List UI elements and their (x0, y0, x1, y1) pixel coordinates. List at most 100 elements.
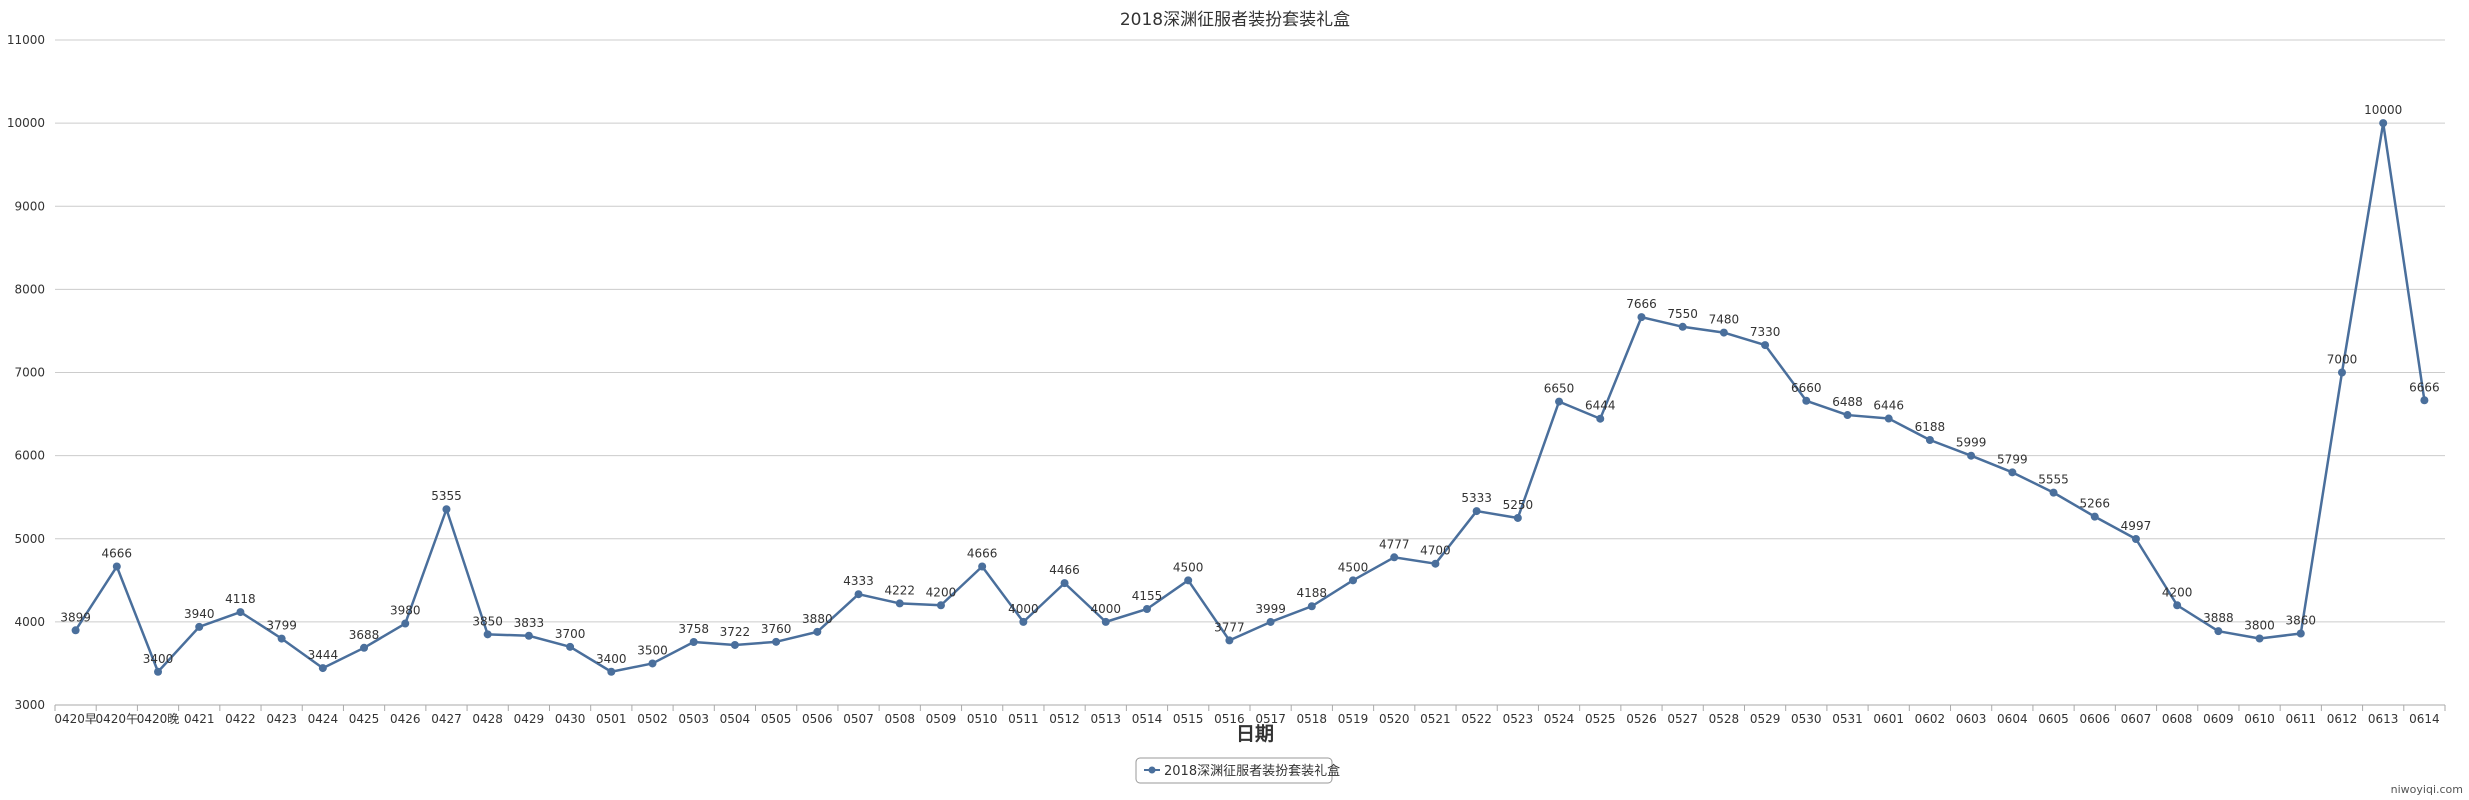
data-point (1101, 617, 1110, 626)
x-axis-title: 日期 (1236, 723, 1274, 745)
data-label: 5333 (1461, 491, 1492, 505)
data-point (2008, 468, 2017, 477)
x-tick-label: 0609 (2203, 712, 2234, 726)
data-label: 4118 (225, 592, 256, 606)
x-tick-label: 0524 (1544, 712, 1575, 726)
data-point (895, 599, 904, 608)
watermark-text: niwoyiqi.com (2390, 783, 2463, 796)
x-tick-label: 0507 (843, 712, 874, 726)
x-tick-label: 0605 (2038, 712, 2069, 726)
data-label: 7550 (1667, 307, 1698, 321)
data-label: 7666 (1626, 297, 1657, 311)
x-tick-label: 0425 (349, 712, 380, 726)
data-point (813, 627, 822, 636)
x-tick-label: 0513 (1091, 712, 1122, 726)
data-label: 3444 (308, 648, 339, 662)
data-label: 7000 (2327, 353, 2358, 367)
data-point (1596, 414, 1605, 423)
x-tick-label: 0509 (926, 712, 957, 726)
x-tick-label: 0610 (2244, 712, 2275, 726)
data-point (1184, 576, 1193, 585)
data-point (318, 664, 327, 673)
data-point (1142, 604, 1151, 613)
data-point (195, 622, 204, 631)
x-tick-label: 0520 (1379, 712, 1410, 726)
data-point (401, 619, 410, 628)
x-tick-label: 0430 (555, 712, 586, 726)
y-axis: 3000 4000 5000 6000 7000 8000 9000 10000 11000 (7, 33, 45, 712)
data-label: 4000 (1008, 602, 1039, 616)
data-point (1843, 411, 1852, 420)
x-tick-label: 0420早 (54, 712, 97, 726)
x-tick-label: 0613 (2368, 712, 2399, 726)
data-point (1967, 451, 1976, 460)
x-tick-label: 0614 (2409, 712, 2440, 726)
x-tick-label: 0611 (2286, 712, 2317, 726)
data-label: 6446 (1873, 399, 1904, 413)
data-point (1637, 313, 1646, 322)
data-labels: 3899 4666 3400 3940 4118 3799 3444 3688 3980 5355… (60, 103, 2439, 666)
data-point (1802, 396, 1811, 405)
data-label: 5250 (1503, 498, 1534, 512)
x-tick-label: 0504 (720, 712, 751, 726)
x-tick-label: 0529 (1750, 712, 1781, 726)
data-point (2131, 534, 2140, 543)
data-point (1266, 617, 1275, 626)
data-label: 3888 (2203, 611, 2234, 625)
y-tick-label: 5000 (14, 532, 45, 546)
data-label: 6188 (1915, 420, 1946, 434)
data-point (1349, 576, 1358, 585)
data-point (978, 562, 987, 571)
data-label: 4188 (1297, 586, 1328, 600)
data-point (1678, 322, 1687, 331)
data-label: 3700 (555, 627, 586, 641)
data-point (154, 667, 163, 676)
x-tick-label: 0518 (1297, 712, 1328, 726)
x-tick-label: 0604 (1997, 712, 2028, 726)
x-tick-label: 0505 (761, 712, 792, 726)
x-tick-label: 0423 (266, 712, 297, 726)
y-tick-label: 8000 (14, 282, 45, 296)
x-tick-label: 0511 (1008, 712, 1039, 726)
data-point (566, 642, 575, 651)
x-tick-label: 0506 (802, 712, 833, 726)
x-tick-label: 0422 (225, 712, 256, 726)
data-label: 3940 (184, 607, 215, 621)
y-tick-label: 7000 (14, 366, 45, 380)
data-point (607, 667, 616, 676)
data-label: 5355 (431, 489, 462, 503)
data-label: 3860 (2286, 614, 2317, 628)
data-label: 4200 (2162, 585, 2193, 599)
data-point (648, 659, 657, 668)
data-label: 3400 (596, 652, 627, 666)
data-point (1925, 435, 1934, 444)
data-label: 3777 (1214, 620, 1245, 634)
data-point (1513, 513, 1522, 522)
data-point (2049, 488, 2058, 497)
data-point (1555, 397, 1564, 406)
x-tick-label: 0612 (2327, 712, 2358, 726)
y-tick-label: 11000 (7, 33, 45, 47)
data-point (112, 562, 121, 571)
data-label: 6666 (2409, 380, 2440, 394)
x-tick-label: 0501 (596, 712, 627, 726)
data-label: 5999 (1956, 436, 1987, 450)
data-label: 3500 (637, 643, 668, 657)
x-tick-label: 0516 (1214, 712, 1245, 726)
data-label: 3722 (720, 625, 751, 639)
data-label: 4666 (967, 547, 998, 561)
x-tick-label: 0508 (884, 712, 915, 726)
x-tick-label: 0601 (1873, 712, 1904, 726)
series-group (71, 119, 2429, 676)
data-point (1307, 602, 1316, 611)
data-label: 6444 (1585, 399, 1616, 413)
x-tick-label: 0522 (1461, 712, 1492, 726)
data-label: 3833 (514, 616, 545, 630)
legend[interactable]: 2018深渊征服者装扮套装礼盒 (1135, 757, 1340, 784)
data-label: 3980 (390, 604, 421, 618)
x-tick-label: 0530 (1791, 712, 1822, 726)
data-label: 3400 (143, 652, 174, 666)
data-label: 4666 (102, 547, 133, 561)
legend-box (1135, 757, 1333, 784)
